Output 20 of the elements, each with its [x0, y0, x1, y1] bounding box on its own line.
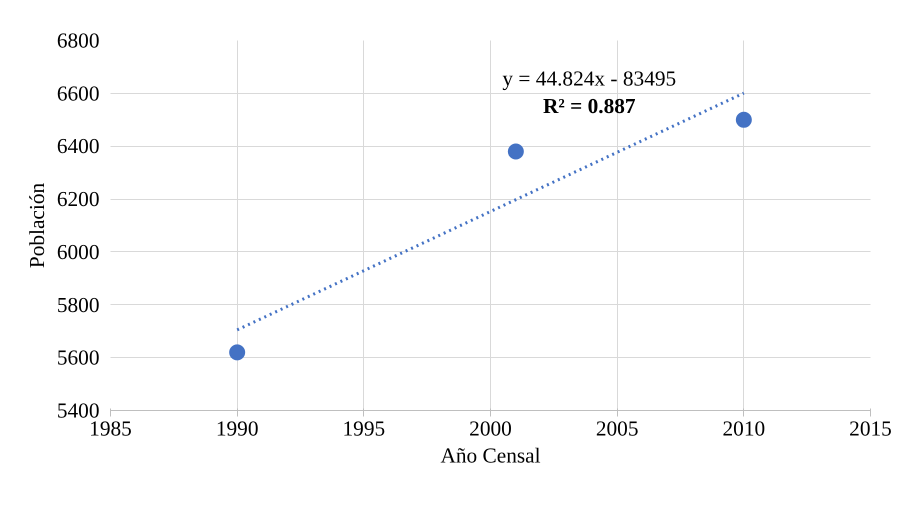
y-tick-label: 5800	[56, 292, 100, 317]
point	[736, 112, 752, 128]
y-tick-label: 6600	[56, 81, 100, 106]
y-tick-label: 5600	[56, 346, 100, 370]
y-tick-label: 6200	[56, 187, 100, 212]
point	[229, 344, 246, 360]
x-tick-label: 2015	[849, 416, 892, 440]
y-tick-label: 6000	[56, 240, 100, 264]
y-tick-label: 6800	[56, 28, 100, 52]
x-tick-label: 2000	[469, 416, 512, 440]
x-tick-label: 2010	[722, 416, 766, 440]
x-tick-label: 1995	[342, 416, 386, 440]
annotation: y = 44.824x - 83495	[502, 66, 676, 90]
annotation: R² = 0.887	[543, 94, 636, 118]
y-axis-title: Población	[24, 182, 49, 268]
x-tick-label: 1990	[216, 416, 258, 440]
x-tick-label: 2005	[596, 416, 638, 440]
y-tick-label: 6400	[56, 134, 100, 158]
x-axis-title: Año Censal	[440, 444, 541, 468]
point	[508, 144, 524, 160]
